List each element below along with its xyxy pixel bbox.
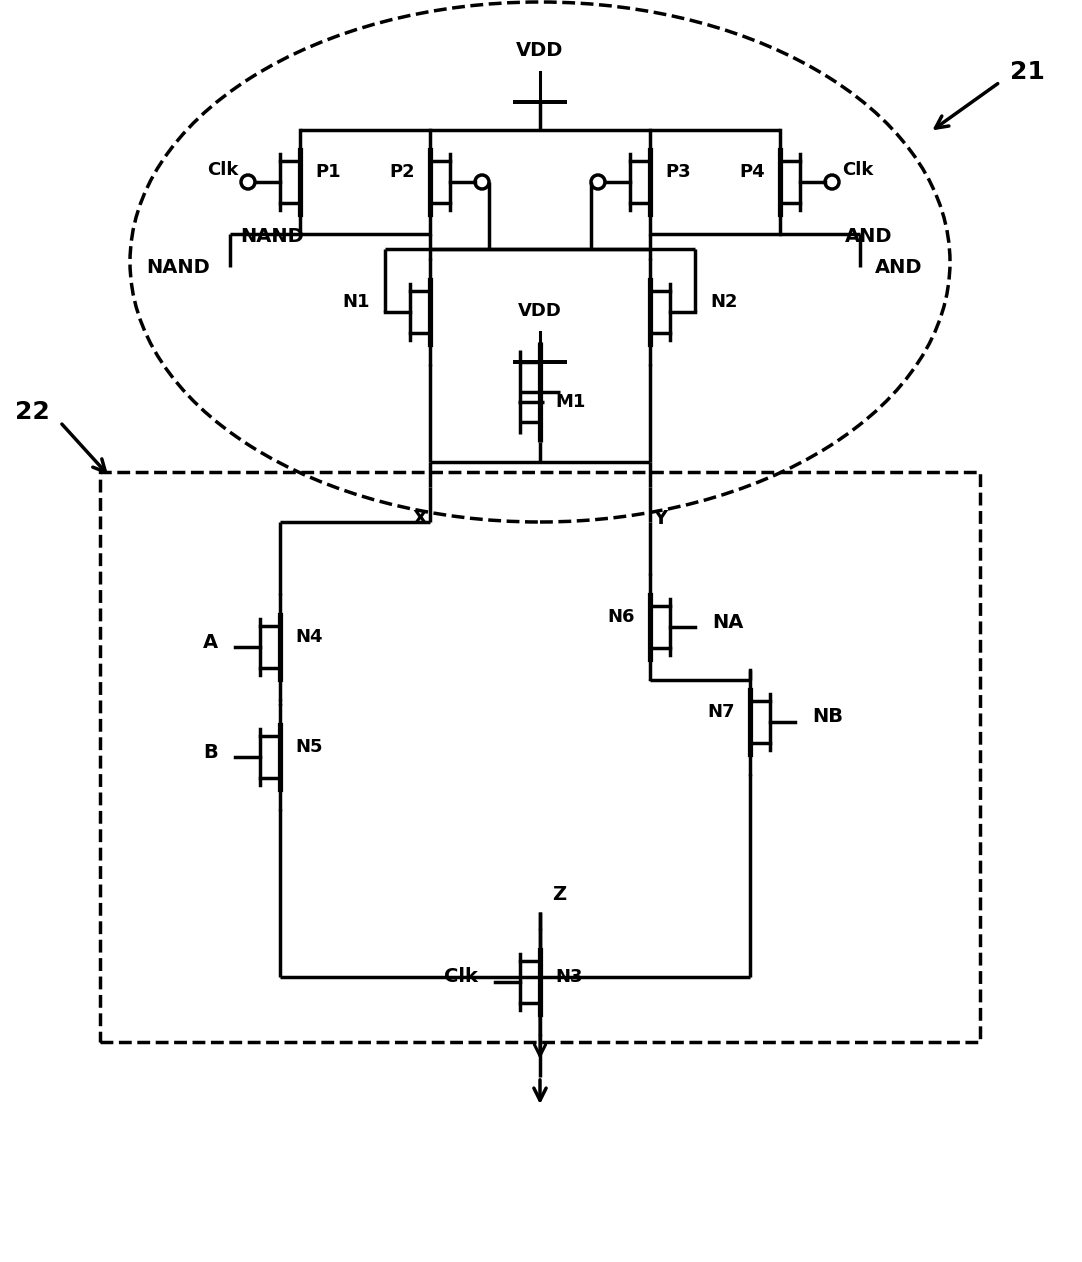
- Text: NA: NA: [712, 612, 743, 631]
- Text: N7: N7: [708, 703, 735, 721]
- Text: Clk: Clk: [207, 162, 238, 179]
- Text: P3: P3: [665, 163, 690, 180]
- Text: M1: M1: [555, 392, 585, 411]
- Text: N6: N6: [607, 608, 635, 626]
- Text: Clk: Clk: [842, 162, 873, 179]
- Text: B: B: [203, 742, 217, 761]
- Text: 21: 21: [1010, 61, 1045, 85]
- Text: P4: P4: [739, 163, 765, 180]
- Text: AND: AND: [875, 257, 923, 276]
- Text: AND: AND: [845, 227, 893, 246]
- Text: P1: P1: [315, 163, 341, 180]
- Text: A: A: [202, 632, 217, 651]
- Text: N2: N2: [710, 293, 738, 310]
- Text: Y: Y: [652, 509, 668, 528]
- Text: N4: N4: [295, 628, 322, 646]
- Text: VDD: VDD: [516, 40, 564, 61]
- Text: 22: 22: [15, 400, 50, 424]
- Text: P2: P2: [390, 163, 415, 180]
- Text: VDD: VDD: [518, 302, 562, 321]
- Text: NB: NB: [812, 708, 843, 727]
- Text: Clk: Clk: [444, 968, 478, 987]
- Text: X: X: [412, 509, 427, 528]
- Text: NAND: NAND: [146, 257, 210, 276]
- Text: N5: N5: [295, 738, 322, 756]
- Text: NAND: NAND: [240, 227, 304, 246]
- Text: N1: N1: [343, 293, 370, 310]
- Text: Z: Z: [552, 885, 566, 904]
- Text: N3: N3: [555, 968, 582, 986]
